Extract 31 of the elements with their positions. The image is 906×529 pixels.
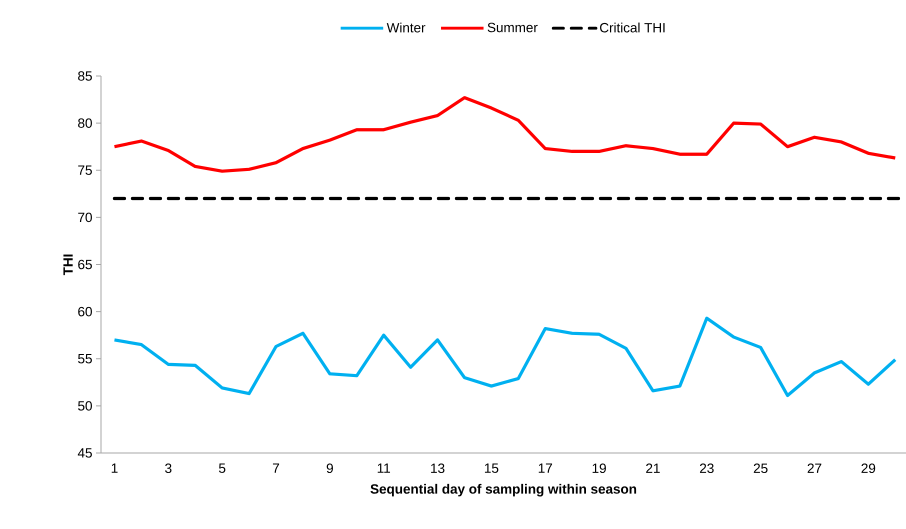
- x-tick-label: 27: [808, 464, 822, 473]
- x-tick-label: 23: [700, 464, 714, 474]
- x-tick-label: 5: [218, 464, 226, 473]
- x-axis-title: Sequential day of sampling within season: [370, 484, 636, 496]
- x-tick-label: 13: [431, 464, 444, 474]
- x-tick-label: 1: [112, 464, 118, 473]
- legend-label: Summer: [488, 22, 538, 32]
- y-tick-label: 75: [78, 166, 92, 175]
- y-tick-label: 85: [78, 71, 92, 81]
- legend-label: Critical THI: [600, 22, 665, 32]
- y-tick-label: 70: [78, 212, 92, 222]
- y-axis-title: THI: [63, 254, 73, 276]
- y-tick-label: 55: [78, 354, 92, 364]
- x-tick-label: 17: [538, 464, 552, 473]
- x-tick-label: 29: [862, 464, 876, 474]
- x-tick-label: 7: [272, 464, 280, 473]
- y-tick-label: 45: [78, 448, 92, 458]
- x-tick-label: 11: [378, 464, 390, 473]
- y-tick-label: 80: [78, 118, 92, 128]
- y-tick-label: 65: [78, 260, 92, 270]
- x-tick-label: 15: [484, 464, 498, 473]
- x-tick-label: 19: [592, 464, 606, 474]
- legend-label: Winter: [386, 22, 426, 32]
- x-tick-label: 9: [326, 464, 333, 474]
- x-tick-label: 25: [754, 464, 768, 474]
- y-tick-label: 60: [78, 306, 92, 316]
- x-tick-label: 3: [165, 464, 172, 474]
- y-tick-label: 50: [78, 401, 92, 411]
- x-tick-label: 21: [646, 464, 660, 473]
- line-series: [112, 316, 897, 398]
- line-series: [112, 96, 897, 173]
